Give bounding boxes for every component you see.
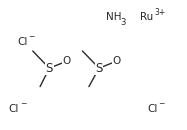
Text: Cl: Cl	[9, 104, 19, 114]
Text: −: −	[28, 32, 35, 41]
Text: 3+: 3+	[155, 8, 166, 17]
Text: Cl: Cl	[17, 37, 27, 47]
Text: S: S	[46, 62, 53, 75]
Text: S: S	[95, 62, 103, 75]
Text: O: O	[63, 56, 71, 66]
Text: O: O	[112, 56, 121, 66]
Text: NH: NH	[106, 12, 122, 22]
Text: 3: 3	[121, 18, 126, 27]
Text: −: −	[20, 99, 27, 108]
Text: Ru: Ru	[140, 12, 154, 22]
Text: Cl: Cl	[147, 104, 157, 114]
Text: −: −	[158, 99, 165, 108]
